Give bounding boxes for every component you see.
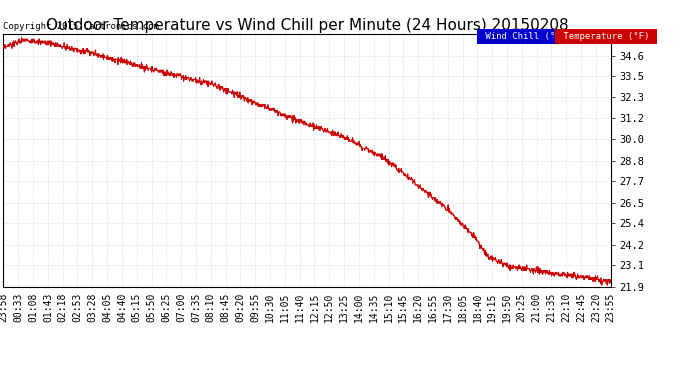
Text: Copyright 2015 Cartronics.com: Copyright 2015 Cartronics.com bbox=[3, 22, 159, 31]
Title: Outdoor Temperature vs Wind Chill per Minute (24 Hours) 20150208: Outdoor Temperature vs Wind Chill per Mi… bbox=[46, 18, 569, 33]
Text: Wind Chill (°F): Wind Chill (°F) bbox=[480, 32, 571, 41]
Text: Temperature (°F): Temperature (°F) bbox=[558, 32, 654, 41]
